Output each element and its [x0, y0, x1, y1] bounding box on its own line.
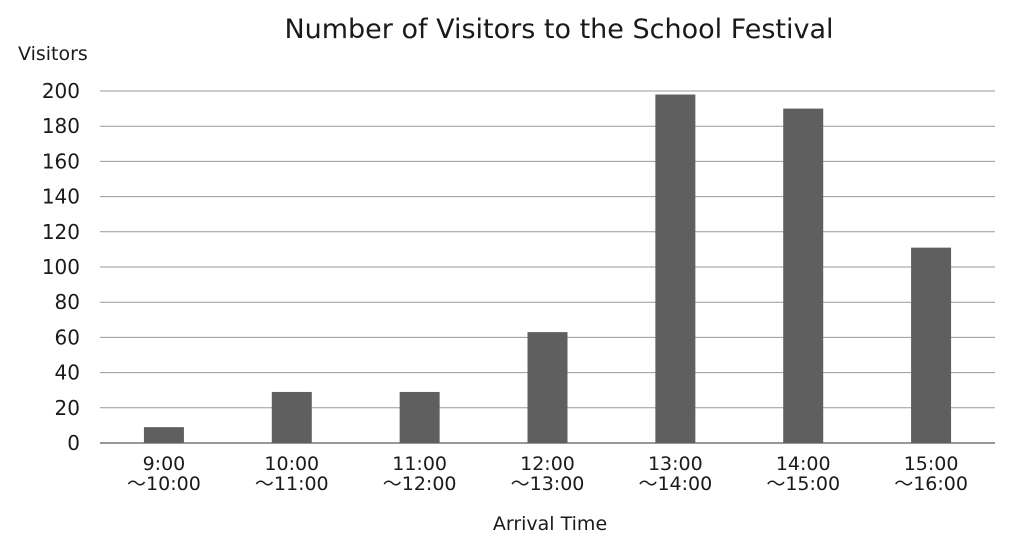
y-axis-label: Visitors — [18, 43, 88, 65]
y-tick-label: 140 — [42, 185, 80, 209]
y-tick-label: 100 — [42, 255, 80, 279]
y-tick-label: 60 — [55, 325, 80, 349]
x-tick-labels: 9:00 〜10:00 10:00 〜11:00 11:00 〜12:00 12:00 〜13… — [127, 453, 968, 495]
y-tick-label: 200 — [42, 79, 80, 103]
x-tick-label: 10:00 〜11:00 — [255, 453, 329, 495]
y-tick-label: 120 — [42, 220, 80, 244]
y-tick-label: 180 — [42, 114, 80, 138]
y-tick-label: 20 — [55, 396, 80, 420]
bars — [143, 94, 952, 444]
y-tick-label: 160 — [42, 149, 80, 173]
x-tick-label: 12:00 〜13:00 — [511, 453, 585, 495]
bar — [911, 247, 952, 443]
bar — [399, 391, 440, 443]
gridlines — [100, 90, 995, 444]
y-tick-label: 80 — [55, 290, 80, 314]
y-tick-labels: 0 20 40 60 80 100 120 140 160 180 200 — [42, 79, 80, 455]
bar — [783, 108, 824, 443]
x-axis-label: Arrival Time — [493, 513, 607, 535]
x-tick-label: 15:00 〜16:00 — [894, 453, 968, 495]
bar — [655, 94, 696, 444]
y-tick-label: 0 — [67, 431, 80, 455]
y-tick-label: 40 — [55, 361, 80, 385]
bar — [143, 427, 184, 443]
bar — [271, 391, 312, 443]
x-tick-label: 13:00 〜14:00 — [638, 453, 712, 495]
chart-title: Number of Visitors to the School Festiva… — [284, 14, 833, 45]
bar — [527, 332, 568, 443]
x-tick-label: 14:00 〜15:00 — [766, 453, 840, 495]
x-tick-label: 11:00 〜12:00 — [383, 453, 457, 495]
x-tick-label: 9:00 〜10:00 — [127, 453, 201, 495]
